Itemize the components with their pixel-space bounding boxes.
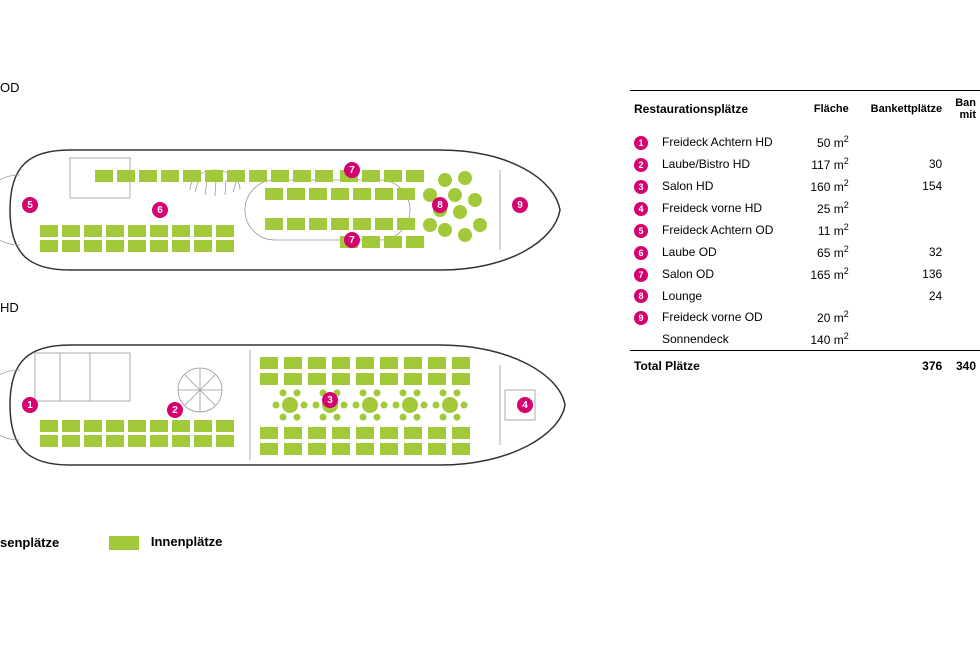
row-marker-7: 7	[634, 268, 648, 282]
row-col4	[946, 197, 980, 219]
col4-l1: Ban	[955, 97, 976, 109]
row-col4	[946, 263, 980, 285]
row-name: Lounge	[658, 285, 798, 306]
row-bankett	[853, 197, 946, 219]
row-bankett	[853, 131, 946, 153]
row-area: 117 m2	[798, 153, 852, 175]
row-name: Freideck vorne HD	[658, 197, 798, 219]
total-bankett: 376	[853, 351, 946, 377]
table-row: 3 Salon HD160 m2154	[630, 175, 980, 197]
row-bankett: 32	[853, 241, 946, 263]
col-4: Ban mit	[946, 91, 980, 132]
row-name: Salon OD	[658, 263, 798, 285]
legend-item-1: senplätze	[0, 535, 59, 550]
row-marker-2: 2	[634, 158, 648, 172]
marker-3: 3	[322, 392, 338, 408]
row-area: 140 m2	[798, 328, 852, 351]
legend-label-1: senplätze	[0, 535, 59, 550]
row-col4	[946, 285, 980, 306]
table-row: 7 Salon OD165 m2136	[630, 263, 980, 285]
row-marker-9: 9	[634, 311, 648, 325]
row-name: Freideck Achtern HD	[658, 131, 798, 153]
ship-lower	[0, 335, 570, 478]
table-row: 4 Freideck vorne HD25 m2	[630, 197, 980, 219]
marker-7: 7	[344, 232, 360, 248]
row-area: 11 m2	[798, 219, 852, 241]
row-bankett	[853, 306, 946, 328]
row-area: 25 m2	[798, 197, 852, 219]
table-row: 6 Laube OD65 m232	[630, 241, 980, 263]
ship-lower-svg	[0, 335, 570, 475]
table-title: Restaurationsplätze	[630, 91, 798, 132]
ship-upper	[0, 140, 570, 283]
row-col4	[946, 153, 980, 175]
marker-9: 9	[512, 197, 528, 213]
aft-cabin	[35, 353, 130, 401]
row-col4	[946, 175, 980, 197]
row-marker-8: 8	[634, 289, 648, 303]
marker-5: 5	[22, 197, 38, 213]
legend-item-2: Innenplätze	[109, 534, 222, 550]
col-area: Fläche	[798, 91, 852, 132]
col4-l2: mit	[960, 109, 977, 121]
table-row: 8 Lounge 24	[630, 285, 980, 306]
row-bankett	[853, 219, 946, 241]
marker-6: 6	[152, 202, 168, 218]
marker-7: 7	[344, 162, 360, 178]
legend: senplätze Innenplätze	[0, 534, 222, 550]
total-label: Total Plätze	[630, 351, 798, 377]
capacity-table: Restaurationsplätze Fläche Bankettplätze…	[630, 90, 980, 376]
row-col4	[946, 131, 980, 153]
row-bankett: 154	[853, 175, 946, 197]
row-bankett: 24	[853, 285, 946, 306]
row-area	[798, 285, 852, 306]
row-bankett: 30	[853, 153, 946, 175]
row-area: 65 m2	[798, 241, 852, 263]
row-area: 165 m2	[798, 263, 852, 285]
ship-upper-svg	[0, 140, 570, 280]
row-area: 160 m2	[798, 175, 852, 197]
row-bankett: 136	[853, 263, 946, 285]
table-row: Sonnendeck140 m2	[630, 328, 980, 351]
legend-label-2: Innenplätze	[151, 534, 223, 549]
row-col4	[946, 328, 980, 351]
row-col4	[946, 306, 980, 328]
marker-8: 8	[432, 197, 448, 213]
row-col4	[946, 219, 980, 241]
marker-4: 4	[517, 397, 533, 413]
total-col4: 340	[946, 351, 980, 377]
row-name: Laube/Bistro HD	[658, 153, 798, 175]
row-name: Laube OD	[658, 241, 798, 263]
table-row: 5 Freideck Achtern OD11 m2	[630, 219, 980, 241]
table-row: 1 Freideck Achtern HD50 m2	[630, 131, 980, 153]
row-col4	[946, 241, 980, 263]
table-row: 9 Freideck vorne OD20 m2	[630, 306, 980, 328]
legend-swatch-2	[109, 536, 139, 550]
row-area: 20 m2	[798, 306, 852, 328]
row-marker-1: 1	[634, 136, 648, 150]
table-row: 2 Laube/Bistro HD117 m230	[630, 153, 980, 175]
row-marker-3: 3	[634, 180, 648, 194]
deck-label-hd: HD	[0, 300, 19, 315]
total-area	[798, 351, 852, 377]
row-name: Sonnendeck	[658, 328, 798, 351]
stairs-lower	[178, 368, 222, 412]
seats-lower	[40, 357, 470, 455]
row-marker-6: 6	[634, 246, 648, 260]
marker-2: 2	[167, 402, 183, 418]
row-name: Salon HD	[658, 175, 798, 197]
row-bankett	[853, 328, 946, 351]
row-name: Freideck vorne OD	[658, 306, 798, 328]
row-area: 50 m2	[798, 131, 852, 153]
marker-1: 1	[22, 397, 38, 413]
deck-label-od: OD	[0, 80, 20, 95]
row-marker-5: 5	[634, 224, 648, 238]
row-name: Freideck Achtern OD	[658, 219, 798, 241]
row-marker-4: 4	[634, 202, 648, 216]
col-bankett: Bankettplätze	[853, 91, 946, 132]
